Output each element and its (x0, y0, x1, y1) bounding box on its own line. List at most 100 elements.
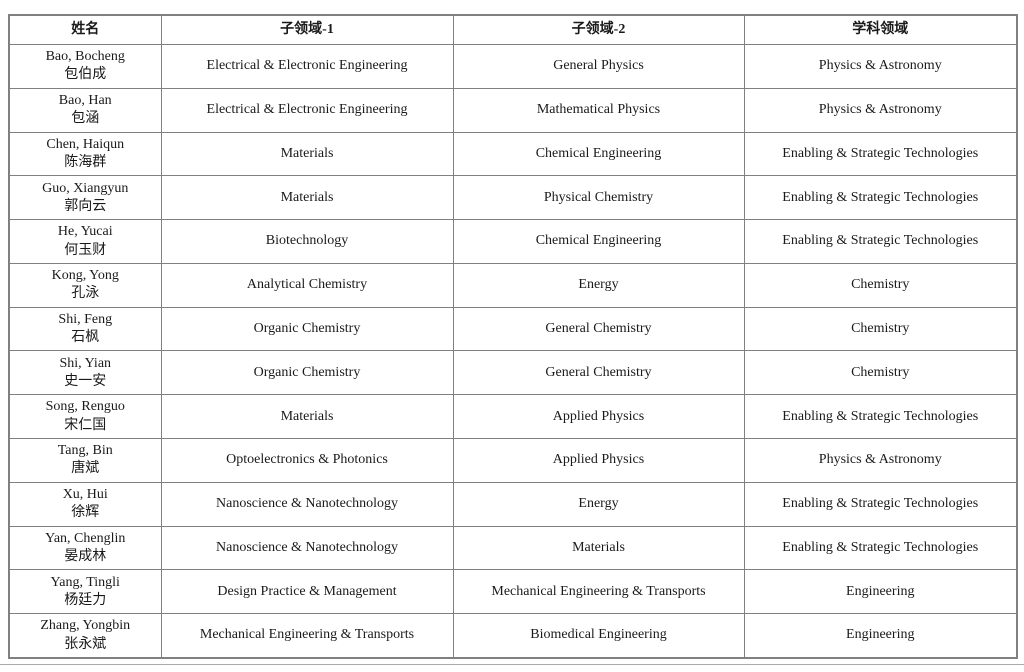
subfield2-cell: Mathematical Physics (452, 87, 745, 133)
name-chinese: 陈海群 (64, 154, 107, 170)
subfield1-cell: Organic Chemistry (160, 306, 454, 352)
table-row: Bao, Bocheng 包伯成 Electrical & Electronic… (8, 44, 1018, 89)
subfield1-cell: Materials (160, 175, 454, 221)
table-row: Xu, Hui 徐辉 Nanoscience & Nanotechnology … (8, 481, 1018, 527)
subfield1-cell: Electrical & Electronic Engineering (160, 87, 454, 133)
discipline-cell: Engineering (743, 569, 1018, 615)
subfield2-cell: General Chemistry (452, 350, 745, 396)
discipline-cell: Chemistry (743, 350, 1018, 396)
name-english: Bao, Han (58, 92, 112, 108)
subfield2-cell: Applied Physics (452, 394, 745, 440)
name-chinese: 包涵 (71, 111, 100, 127)
header-row: 姓名 子领域-1 子领域-2 学科领域 (8, 14, 1018, 45)
name-chinese: 晏成林 (64, 548, 107, 564)
subfield1-cell: Optoelectronics & Photonics (160, 438, 454, 483)
subfield2-cell: Energy (452, 481, 745, 527)
header-discipline: 学科领域 (743, 14, 1018, 45)
name-cell: Zhang, Yongbin 张永斌 (8, 613, 162, 659)
subfield1-cell: Analytical Chemistry (160, 262, 454, 308)
subfield1-cell: Design Practice & Management (160, 569, 454, 615)
name-english: Yan, Chenglin (45, 530, 126, 546)
table-row: Chen, Haiqun 陈海群 Materials Chemical Engi… (8, 131, 1018, 177)
table-row: Kong, Yong 孔泳 Analytical Chemistry Energ… (8, 262, 1018, 308)
subfield1-cell: Biotechnology (160, 219, 454, 264)
name-cell: Song, Renguo 宋仁国 (8, 394, 162, 440)
discipline-cell: Engineering (743, 613, 1018, 659)
name-cell: Yan, Chenglin 晏成林 (8, 525, 162, 571)
name-cell: Tang, Bin 唐斌 (8, 438, 162, 483)
name-cell: Chen, Haiqun 陈海群 (8, 131, 162, 177)
discipline-cell: Chemistry (743, 262, 1018, 308)
name-cell: Yang, Tingli 杨廷力 (8, 569, 162, 615)
name-chinese: 张永斌 (64, 636, 107, 652)
name-chinese: 徐辉 (71, 505, 100, 521)
table-row: Shi, Feng 石枫 Organic Chemistry General C… (8, 306, 1018, 352)
name-english: Kong, Yong (51, 268, 119, 284)
subfield1-cell: Organic Chemistry (160, 350, 454, 396)
name-cell: Xu, Hui 徐辉 (8, 481, 162, 527)
name-chinese: 史一安 (64, 373, 107, 389)
name-chinese: 孔泳 (71, 286, 100, 302)
subfield2-cell: Chemical Engineering (452, 131, 745, 177)
name-english: Xu, Hui (62, 487, 108, 503)
discipline-cell: Enabling & Strategic Technologies (743, 481, 1018, 527)
discipline-cell: Enabling & Strategic Technologies (743, 394, 1018, 440)
subfield1-cell: Electrical & Electronic Engineering (160, 44, 454, 89)
researcher-fields-table: 姓名 子领域-1 子领域-2 学科领域 Bao, Bocheng 包伯成 Ele… (8, 14, 1018, 659)
header-name: 姓名 (8, 14, 162, 45)
name-cell: Bao, Bocheng 包伯成 (8, 44, 162, 89)
name-chinese: 郭向云 (64, 198, 107, 214)
name-cell: Kong, Yong 孔泳 (8, 262, 162, 308)
subfield2-cell: Mechanical Engineering & Transports (452, 569, 745, 615)
table-row: Guo, Xiangyun 郭向云 Materials Physical Che… (8, 175, 1018, 221)
name-english: Song, Renguo (45, 399, 125, 415)
subfield1-cell: Nanoscience & Nanotechnology (160, 525, 454, 571)
name-cell: Shi, Feng 石枫 (8, 306, 162, 352)
table-row: Tang, Bin 唐斌 Optoelectronics & Photonics… (8, 438, 1018, 483)
discipline-cell: Enabling & Strategic Technologies (743, 525, 1018, 571)
name-chinese: 宋仁国 (64, 417, 107, 433)
subfield2-cell: General Chemistry (452, 306, 745, 352)
discipline-cell: Physics & Astronomy (743, 44, 1018, 89)
table-row: Zhang, Yongbin 张永斌 Mechanical Engineerin… (8, 613, 1018, 659)
name-chinese: 包伯成 (64, 67, 107, 83)
name-cell: He, Yucai 何玉财 (8, 219, 162, 264)
table-row: Yan, Chenglin 晏成林 Nanoscience & Nanotech… (8, 525, 1018, 571)
name-cell: Guo, Xiangyun 郭向云 (8, 175, 162, 221)
table-row: Yang, Tingli 杨廷力 Design Practice & Manag… (8, 569, 1018, 615)
table-row: Song, Renguo 宋仁国 Materials Applied Physi… (8, 394, 1018, 440)
subfield1-cell: Materials (160, 394, 454, 440)
discipline-cell: Chemistry (743, 306, 1018, 352)
discipline-cell: Enabling & Strategic Technologies (743, 131, 1018, 177)
name-english: Zhang, Yongbin (40, 618, 131, 634)
name-chinese: 石枫 (71, 330, 100, 346)
table-row: He, Yucai 何玉财 Biotechnology Chemical Eng… (8, 219, 1018, 264)
discipline-cell: Enabling & Strategic Technologies (743, 219, 1018, 264)
subfield2-cell: General Physics (452, 44, 745, 89)
discipline-cell: Physics & Astronomy (743, 438, 1018, 483)
name-english: Shi, Yian (59, 355, 112, 371)
name-chinese: 杨廷力 (64, 592, 107, 608)
table-row: Bao, Han 包涵 Electrical & Electronic Engi… (8, 87, 1018, 133)
name-english: Shi, Feng (58, 311, 113, 327)
subfield2-cell: Biomedical Engineering (452, 613, 745, 659)
subfield1-cell: Nanoscience & Nanotechnology (160, 481, 454, 527)
table-body: Bao, Bocheng 包伯成 Electrical & Electronic… (8, 44, 1018, 659)
name-english: Chen, Haiqun (46, 136, 125, 152)
name-chinese: 唐斌 (71, 461, 100, 477)
name-english: Bao, Bocheng (45, 49, 125, 65)
page-bottom-rule (0, 664, 1024, 665)
subfield2-cell: Materials (452, 525, 745, 571)
subfield2-cell: Physical Chemistry (452, 175, 745, 221)
name-chinese: 何玉财 (64, 242, 107, 258)
subfield2-cell: Applied Physics (452, 438, 745, 483)
discipline-cell: Enabling & Strategic Technologies (743, 175, 1018, 221)
subfield2-cell: Chemical Engineering (452, 219, 745, 264)
subfield1-cell: Mechanical Engineering & Transports (160, 613, 454, 659)
header-subfield2: 子领域-2 (452, 14, 745, 45)
name-cell: Shi, Yian 史一安 (8, 350, 162, 396)
name-english: Yang, Tingli (50, 574, 120, 590)
table-row: Shi, Yian 史一安 Organic Chemistry General … (8, 350, 1018, 396)
name-english: Tang, Bin (57, 443, 113, 459)
